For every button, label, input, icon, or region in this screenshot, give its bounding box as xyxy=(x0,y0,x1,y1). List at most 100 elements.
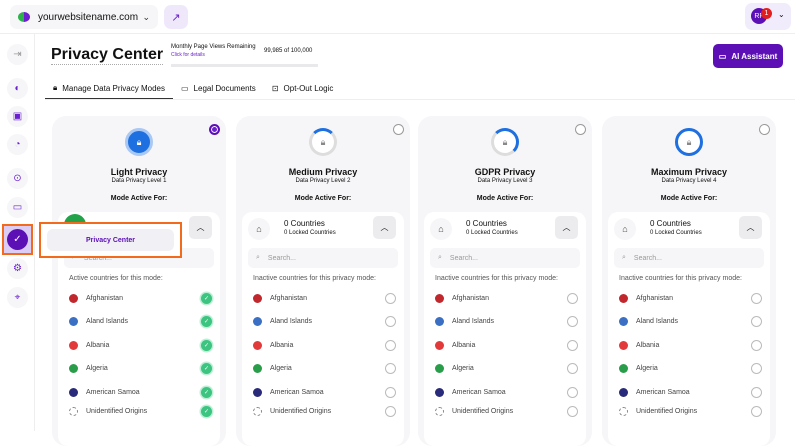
sidebar: ⇥ ◐ ▣ ◔ ⊙ ▭ ✓ ⚙ ⌖ xyxy=(0,34,35,431)
country-row[interactable]: Afghanistan ✓ xyxy=(69,290,212,306)
collapse-icon[interactable]: ⇥ xyxy=(7,44,28,65)
mode-radio[interactable] xyxy=(209,124,220,135)
lock-icon: 🔒︎ xyxy=(125,128,153,156)
tab-bar: 🔒︎Manage Data Privacy Modes ▭Legal Docum… xyxy=(45,78,795,100)
lock-icon: 🔒︎ xyxy=(309,128,337,156)
country-checkbox[interactable] xyxy=(385,340,396,351)
search-placeholder: Search... xyxy=(634,255,662,262)
search-icon: ⌕ xyxy=(438,254,442,262)
mode-name: Maximum Privacy xyxy=(602,167,776,177)
mode-radio[interactable] xyxy=(393,124,404,135)
collapse-button[interactable]: ︿ xyxy=(555,216,578,239)
locked-count: 0 Locked Countries xyxy=(466,230,518,236)
site-selector[interactable]: yourwebsitename.com⌄ xyxy=(10,5,158,29)
collapse-button[interactable]: ︿ xyxy=(189,216,212,239)
mode-radio[interactable] xyxy=(759,124,770,135)
country-name: Afghanistan xyxy=(636,295,673,302)
country-name: Afghanistan xyxy=(86,295,123,302)
site-name: yourwebsitename.com xyxy=(38,12,138,23)
consent-icon[interactable]: ▣ xyxy=(7,106,28,127)
flag-icon xyxy=(619,341,628,350)
country-row[interactable]: Afghanistan xyxy=(619,290,762,306)
country-checkbox[interactable] xyxy=(567,387,578,398)
search-input[interactable]: ⌕Search... xyxy=(248,248,398,268)
country-checkbox[interactable] xyxy=(567,363,578,374)
pageviews-details-link[interactable]: Click for details xyxy=(171,52,256,58)
country-row[interactable]: Aland Islands xyxy=(253,314,396,330)
analytics-icon[interactable]: ◔ xyxy=(7,134,28,155)
search-icon: ⌕ xyxy=(256,254,260,262)
country-name: Aland Islands xyxy=(86,318,128,325)
location-icon: ⌂ xyxy=(614,218,636,240)
search-input[interactable]: ⌕Search... xyxy=(430,248,580,268)
flag-icon xyxy=(69,294,78,303)
gear-icon[interactable]: ⚙ xyxy=(7,258,28,279)
country-row[interactable]: Albania xyxy=(619,337,762,353)
country-row[interactable]: Unidentified Origins xyxy=(619,404,762,420)
country-row[interactable]: Algeria xyxy=(253,361,396,377)
country-checkbox[interactable]: ✓ xyxy=(201,363,212,374)
country-checkbox[interactable] xyxy=(567,406,578,417)
country-checkbox[interactable] xyxy=(751,293,762,304)
country-checkbox[interactable] xyxy=(751,387,762,398)
location-icon[interactable]: ⌖ xyxy=(7,287,28,308)
collapse-button[interactable]: ︿ xyxy=(739,216,762,239)
country-row[interactable]: Afghanistan xyxy=(253,290,396,306)
tab-legal-documents[interactable]: ▭Legal Documents xyxy=(173,78,264,99)
country-checkbox[interactable] xyxy=(751,340,762,351)
country-checkbox[interactable] xyxy=(385,293,396,304)
country-checkbox[interactable] xyxy=(751,406,762,417)
country-checkbox[interactable]: ✓ xyxy=(201,293,212,304)
country-checkbox[interactable] xyxy=(751,363,762,374)
mode-level: Data Privacy Level 1 xyxy=(52,178,226,184)
mode-radio[interactable] xyxy=(575,124,586,135)
flag-icon xyxy=(619,388,628,397)
country-checkbox[interactable] xyxy=(385,363,396,374)
country-checkbox[interactable]: ✓ xyxy=(201,340,212,351)
country-checkbox[interactable] xyxy=(567,340,578,351)
pageviews-label: Monthly Page Views Remaining xyxy=(171,44,256,50)
country-row[interactable]: Unidentified Origins xyxy=(435,404,578,420)
country-row[interactable]: Algeria xyxy=(619,361,762,377)
country-row[interactable]: American Samoa✓ xyxy=(69,384,212,400)
country-row[interactable]: Algeria xyxy=(435,361,578,377)
country-row[interactable]: American Samoa xyxy=(619,384,762,400)
user-menu[interactable]: RF 1 ⌄ xyxy=(745,3,791,30)
chat-icon[interactable]: ▭ xyxy=(7,197,28,218)
country-row[interactable]: Albania xyxy=(435,337,578,353)
country-checkbox[interactable]: ✓ xyxy=(201,316,212,327)
country-checkbox[interactable] xyxy=(567,293,578,304)
mode-active-label: Mode Active For: xyxy=(602,195,776,202)
country-checkbox[interactable] xyxy=(751,316,762,327)
country-row[interactable]: Aland Islands ✓ xyxy=(69,314,212,330)
country-checkbox[interactable] xyxy=(385,387,396,398)
country-row[interactable]: Aland Islands xyxy=(619,314,762,330)
tab-opt-out-logic[interactable]: ⊡Opt-Out Logic xyxy=(264,78,342,99)
country-row[interactable]: Unidentified Origins✓ xyxy=(69,404,212,420)
country-checkbox[interactable] xyxy=(385,316,396,327)
lock-icon: 🔒︎ xyxy=(675,128,703,156)
country-row[interactable]: Aland Islands xyxy=(435,314,578,330)
country-checkbox[interactable]: ✓ xyxy=(201,387,212,398)
search-icon: ⌕ xyxy=(622,254,626,262)
tab-manage-modes[interactable]: 🔒︎Manage Data Privacy Modes xyxy=(45,78,173,99)
collapse-button[interactable]: ︿ xyxy=(373,216,396,239)
country-row[interactable]: Albania✓ xyxy=(69,337,212,353)
country-row[interactable]: Afghanistan xyxy=(435,290,578,306)
external-link-button[interactable]: ↗ xyxy=(164,5,188,29)
country-row[interactable]: Unidentified Origins xyxy=(253,404,396,420)
country-row[interactable]: Algeria✓ xyxy=(69,361,212,377)
country-checkbox[interactable] xyxy=(385,406,396,417)
scan-icon[interactable]: ⊙ xyxy=(7,168,28,189)
list-header: Inactive countries for this privacy mode… xyxy=(619,275,742,282)
shield-icon[interactable]: ✓ xyxy=(7,229,28,250)
country-row[interactable]: Albania xyxy=(253,337,396,353)
country-checkbox[interactable] xyxy=(567,316,578,327)
country-row[interactable]: American Samoa xyxy=(253,384,396,400)
ai-assistant-button[interactable]: ▭AI Assistant xyxy=(713,44,783,68)
mode-level: Data Privacy Level 3 xyxy=(418,178,592,184)
country-row[interactable]: American Samoa xyxy=(435,384,578,400)
dashboard-icon[interactable]: ◐ xyxy=(7,78,28,99)
country-checkbox[interactable]: ✓ xyxy=(201,406,212,417)
search-input[interactable]: ⌕ Search... xyxy=(614,248,764,268)
